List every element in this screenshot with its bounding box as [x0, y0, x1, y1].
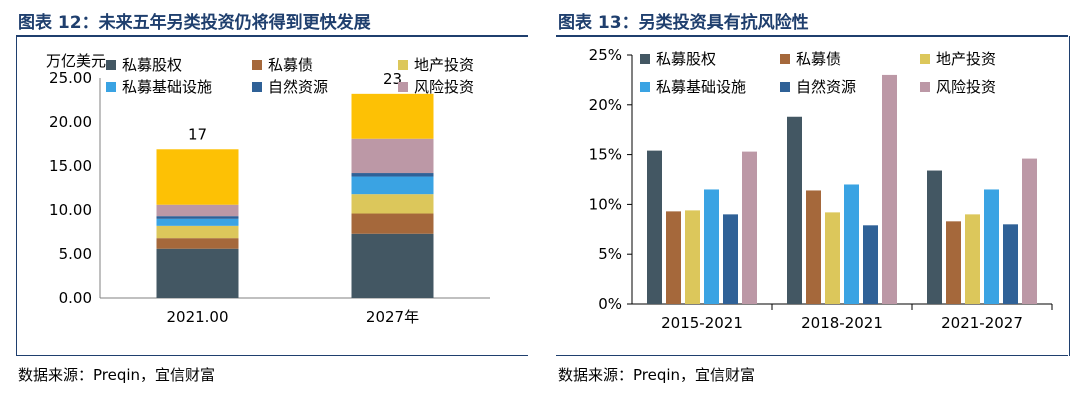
left-source-note: 数据来源：Preqin，宜信财富	[18, 366, 216, 384]
legend-swatch	[640, 54, 650, 64]
bar	[666, 211, 681, 304]
right-source-note: 数据来源：Preqin，宜信财富	[558, 366, 756, 384]
y-tick-label: 0.00	[59, 289, 92, 307]
grouped-bar-chart: 0% 5% 10% 15% 20% 25% 2015-2021 2018-2021 2021-2…	[589, 46, 1053, 332]
bar	[1003, 224, 1018, 304]
legend-swatch	[640, 82, 650, 92]
legend-label: 私募基础设施	[122, 78, 212, 96]
right-title-rule	[556, 35, 1068, 37]
legend-label: 风险投资	[936, 78, 996, 96]
bar-segment	[156, 238, 239, 249]
right-border	[1069, 36, 1070, 356]
bar	[742, 151, 757, 304]
bar	[704, 189, 719, 304]
legend-label: 私募股权	[656, 50, 716, 68]
bar-segment	[351, 93, 434, 139]
left-chart-panel: 图表 12：未来五年另类投资仍将得到更快发展 万亿美元 0.00 5.00 10.00…	[16, 13, 528, 384]
legend-swatch	[780, 82, 790, 92]
x-tick-label: 2015-2021	[661, 314, 743, 332]
bar	[806, 190, 821, 304]
bar	[965, 214, 980, 304]
legend-label: 私募债	[268, 56, 313, 74]
legend-swatch	[398, 82, 408, 92]
x-tick-label: 2027年	[366, 308, 419, 326]
legend-swatch	[106, 82, 116, 92]
right-bottom-rule	[556, 355, 1068, 356]
bar	[946, 221, 961, 304]
legend-label: 风险投资	[414, 78, 474, 96]
bar-segment	[351, 173, 434, 177]
bar	[1022, 158, 1037, 304]
bar-segment	[156, 216, 239, 219]
y-tick-label: 0%	[598, 295, 622, 313]
left-border	[16, 36, 17, 356]
left-chart-title: 图表 12：未来五年另类投资仍将得到更快发展	[18, 13, 371, 33]
y-tick-label: 25.00	[49, 69, 92, 87]
legend-swatch	[252, 60, 262, 70]
x-tick-label: 2021-2027	[941, 314, 1023, 332]
y-tick-label: 20.00	[49, 113, 92, 131]
right-chart-panel: 图表 13：另类投资具有抗风险性 0% 5% 10% 15% 20% 25% 2015-20…	[540, 0, 1080, 400]
bar	[647, 150, 662, 304]
y-tick-label: 10.00	[49, 201, 92, 219]
legend-label: 地产投资	[936, 50, 996, 68]
legend-label: 自然资源	[796, 78, 856, 96]
y-axis-label: 万亿美元	[46, 52, 106, 70]
bar-segment	[351, 213, 434, 234]
bar-segment	[351, 176, 434, 195]
legend-swatch	[106, 60, 116, 70]
legend-label: 私募股权	[122, 56, 182, 74]
legend-label: 自然资源	[268, 78, 328, 96]
y-tick-label: 25%	[589, 46, 622, 64]
y-tick-label: 15.00	[49, 157, 92, 175]
bar	[882, 74, 897, 304]
legend-swatch	[780, 54, 790, 64]
y-tick-label: 5%	[598, 245, 622, 263]
legend-label: 地产投资	[414, 56, 474, 74]
bar	[825, 212, 840, 304]
total-label: 23	[383, 70, 402, 88]
legend-swatch	[920, 54, 930, 64]
bar-segment	[351, 233, 434, 298]
bar	[787, 116, 802, 304]
bar	[844, 184, 859, 304]
legend-swatch	[398, 60, 408, 70]
legend-swatch	[252, 82, 262, 92]
bar-segment	[156, 248, 239, 298]
bar	[685, 210, 700, 304]
right-chart-title: 图表 13：另类投资具有抗风险性	[558, 13, 809, 33]
bar	[984, 189, 999, 304]
left-bottom-rule	[16, 355, 528, 356]
y-tick-label: 15%	[589, 146, 622, 164]
legend-label: 私募债	[796, 50, 841, 68]
bar-segment	[351, 138, 434, 174]
x-tick-label: 2021.00	[166, 308, 228, 326]
legend-label: 私募基础设施	[656, 78, 746, 96]
total-label: 17	[188, 125, 207, 143]
bar	[723, 214, 738, 304]
y-tick-label: 5.00	[59, 245, 92, 263]
y-tick-label: 10%	[589, 195, 622, 213]
bar	[927, 170, 942, 304]
stacked-bar-chart: 万亿美元 0.00 5.00 10.00 15.00 20.00 25.00 17 2021.0…	[46, 52, 490, 326]
x-tick-label: 2018-2021	[801, 314, 883, 332]
bar	[863, 225, 878, 304]
y-tick-label: 20%	[589, 96, 622, 114]
bar-segment	[156, 204, 239, 217]
bar-segment	[351, 194, 434, 214]
bar-segment	[156, 225, 239, 239]
left-title-rule	[16, 35, 528, 37]
legend-swatch	[920, 82, 930, 92]
bar-segment	[156, 218, 239, 226]
bar-segment	[156, 149, 239, 205]
